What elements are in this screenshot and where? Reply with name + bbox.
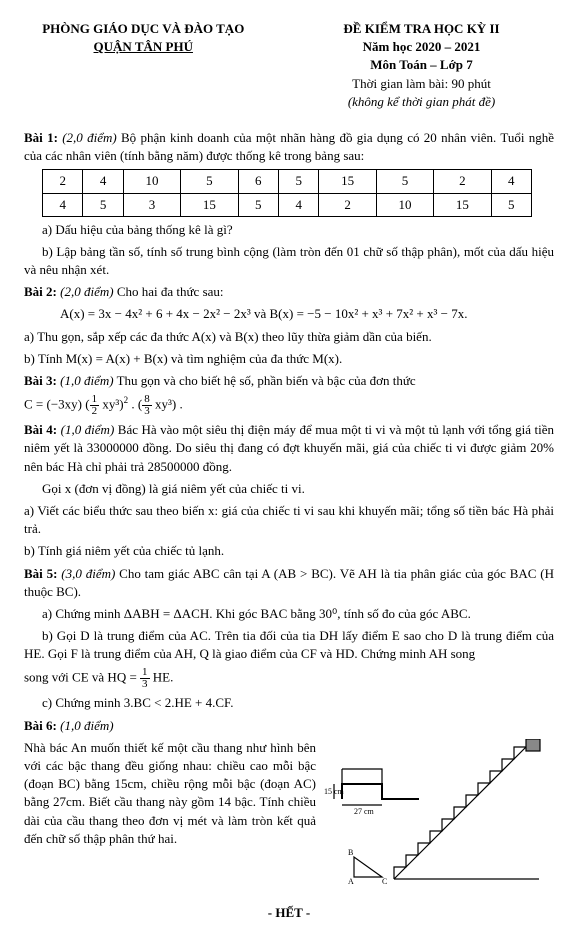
exam-title: ĐỀ KIỂM TRA HỌC KỲ II <box>289 20 554 38</box>
bai4-p1: Bài 4: (1,0 điểm) Bác Hà vào một siêu th… <box>24 421 554 476</box>
svg-text:A: A <box>348 877 354 886</box>
bai5-frac: 13 <box>140 667 150 690</box>
bai3-pre: C = (−3xy) <box>24 397 82 412</box>
bai5-points: (3,0 điểm) <box>61 566 115 581</box>
bai4-points: (1,0 điểm) <box>61 422 115 437</box>
bai6-figure: 15 cm 27 cm A B C <box>324 739 554 894</box>
header-right: ĐỀ KIỂM TRA HỌC KỲ II Năm học 2020 – 202… <box>289 20 554 111</box>
bai2-title: Bài 2: <box>24 284 57 299</box>
bai2-intro: Bài 2: (2,0 điểm) Cho hai đa thức sau: <box>24 283 554 301</box>
bai4-title: Bài 4: <box>24 422 57 437</box>
table-cell: 5 <box>181 170 238 193</box>
table-cell: 5 <box>238 193 278 216</box>
bai1-intro: Bài 1: (2,0 điểm) Bộ phận kinh doanh của… <box>24 129 554 165</box>
footer: - HẾT - <box>24 904 554 922</box>
stairs-icon: 15 cm 27 cm A B C <box>324 739 554 889</box>
bai3-title: Bài 3: <box>24 373 57 388</box>
exam-year: Năm học 2020 – 2021 <box>289 38 554 56</box>
bai4-a: a) Viết các biểu thức sau theo biến x: g… <box>24 502 554 538</box>
bai2-points: (2,0 điểm) <box>60 284 113 299</box>
table-cell: 3 <box>123 193 180 216</box>
dept-line2: QUẬN TÂN PHÚ <box>24 38 263 56</box>
bai1-title: Bài 1: <box>24 130 58 145</box>
bai2-text: Cho hai đa thức sau: <box>117 284 224 299</box>
bai6-points: (1,0 điểm) <box>60 718 113 733</box>
exam-note: (không kể thời gian phát đề) <box>289 93 554 111</box>
dept-line1: PHÒNG GIÁO DỤC VÀ ĐÀO TẠO <box>24 20 263 38</box>
table-cell: 6 <box>238 170 278 193</box>
table-cell: 5 <box>491 193 531 216</box>
table-cell: 2 <box>43 170 83 193</box>
bai4-p2: Gọi x (đơn vị đồng) là giá niêm yết của … <box>24 480 554 498</box>
bai3-frac1: 12 <box>90 394 100 417</box>
bai5-b: b) Gọi D là trung điểm của AC. Trên tia … <box>24 627 554 663</box>
table-cell: 5 <box>279 170 319 193</box>
bai1-a: a) Dấu hiệu của bảng thống kê là gì? <box>24 221 554 239</box>
table-cell: 15 <box>319 170 376 193</box>
table-cell: 10 <box>123 170 180 193</box>
table-cell: 4 <box>83 170 123 193</box>
svg-text:B: B <box>348 848 353 857</box>
h-label: 15 cm <box>324 787 345 796</box>
bai3-text: Thu gọn và cho biết hệ số, phần biến và … <box>117 373 416 388</box>
bai3-intro: Bài 3: (1,0 điểm) Thu gọn và cho biết hệ… <box>24 372 554 390</box>
bai6-text: Nhà bác An muốn thiết kế một cầu thang n… <box>24 739 316 894</box>
w-label: 27 cm <box>354 807 375 816</box>
bai6-body: Nhà bác An muốn thiết kế một cầu thang n… <box>24 739 554 894</box>
exam-time: Thời gian làm bài: 90 phút <box>289 75 554 93</box>
bai1-points: (2,0 điểm) <box>62 130 116 145</box>
bai5-b2: song với CE và HQ = 13 HE. <box>24 667 554 690</box>
bai3-points: (1,0 điểm) <box>60 373 113 388</box>
bai1-b: b) Lập bảng tần số, tính số trung bình c… <box>24 243 554 279</box>
bai1-table: 241056515524 4531554210155 <box>42 169 532 216</box>
bai2-formula: A(x) = 3x − 4x² + 6 + 4x − 2x² − 2x³ và … <box>24 305 554 323</box>
bai5-title: Bài 5: <box>24 566 57 581</box>
bai3-mid1: xy³ <box>102 397 119 412</box>
bai3-mid2: xy³ <box>155 397 172 412</box>
bai4-b: b) Tính giá niêm yết của chiếc tủ lạnh. <box>24 542 554 560</box>
bai2-a: a) Thu gọn, sắp xếp các đa thức A(x) và … <box>24 328 554 346</box>
table-cell: 4 <box>279 193 319 216</box>
table-cell: 10 <box>376 193 433 216</box>
table-cell: 2 <box>434 170 491 193</box>
svg-text:C: C <box>382 877 387 886</box>
bai5-a: a) Chứng minh ΔABH = ΔACH. Khi góc BAC b… <box>24 605 554 623</box>
exam-header: PHÒNG GIÁO DỤC VÀ ĐÀO TẠO QUẬN TÂN PHÚ Đ… <box>24 20 554 111</box>
table-cell: 15 <box>181 193 238 216</box>
table-cell: 5 <box>376 170 433 193</box>
bai3-frac2: 83 <box>142 394 152 417</box>
header-left: PHÒNG GIÁO DỤC VÀ ĐÀO TẠO QUẬN TÂN PHÚ <box>24 20 263 111</box>
bai5-c: c) Chứng minh 3.BC < 2.HE + 4.CF. <box>24 694 554 712</box>
table-cell: 2 <box>319 193 376 216</box>
table-cell: 4 <box>491 170 531 193</box>
table-cell: 15 <box>434 193 491 216</box>
bai3-formula: C = (−3xy) (12 xy³)2 . (83 xy³) . <box>24 394 554 417</box>
table-cell: 4 <box>43 193 83 216</box>
table-cell: 5 <box>83 193 123 216</box>
bai6-head: Bài 6: (1,0 điểm) <box>24 717 554 735</box>
bai2-b: b) Tính M(x) = A(x) + B(x) và tìm nghiệm… <box>24 350 554 368</box>
exam-subject: Môn Toán – Lớp 7 <box>289 56 554 74</box>
bai5-intro: Bài 5: (3,0 điểm) Cho tam giác ABC cân t… <box>24 565 554 601</box>
bai6-title: Bài 6: <box>24 718 57 733</box>
